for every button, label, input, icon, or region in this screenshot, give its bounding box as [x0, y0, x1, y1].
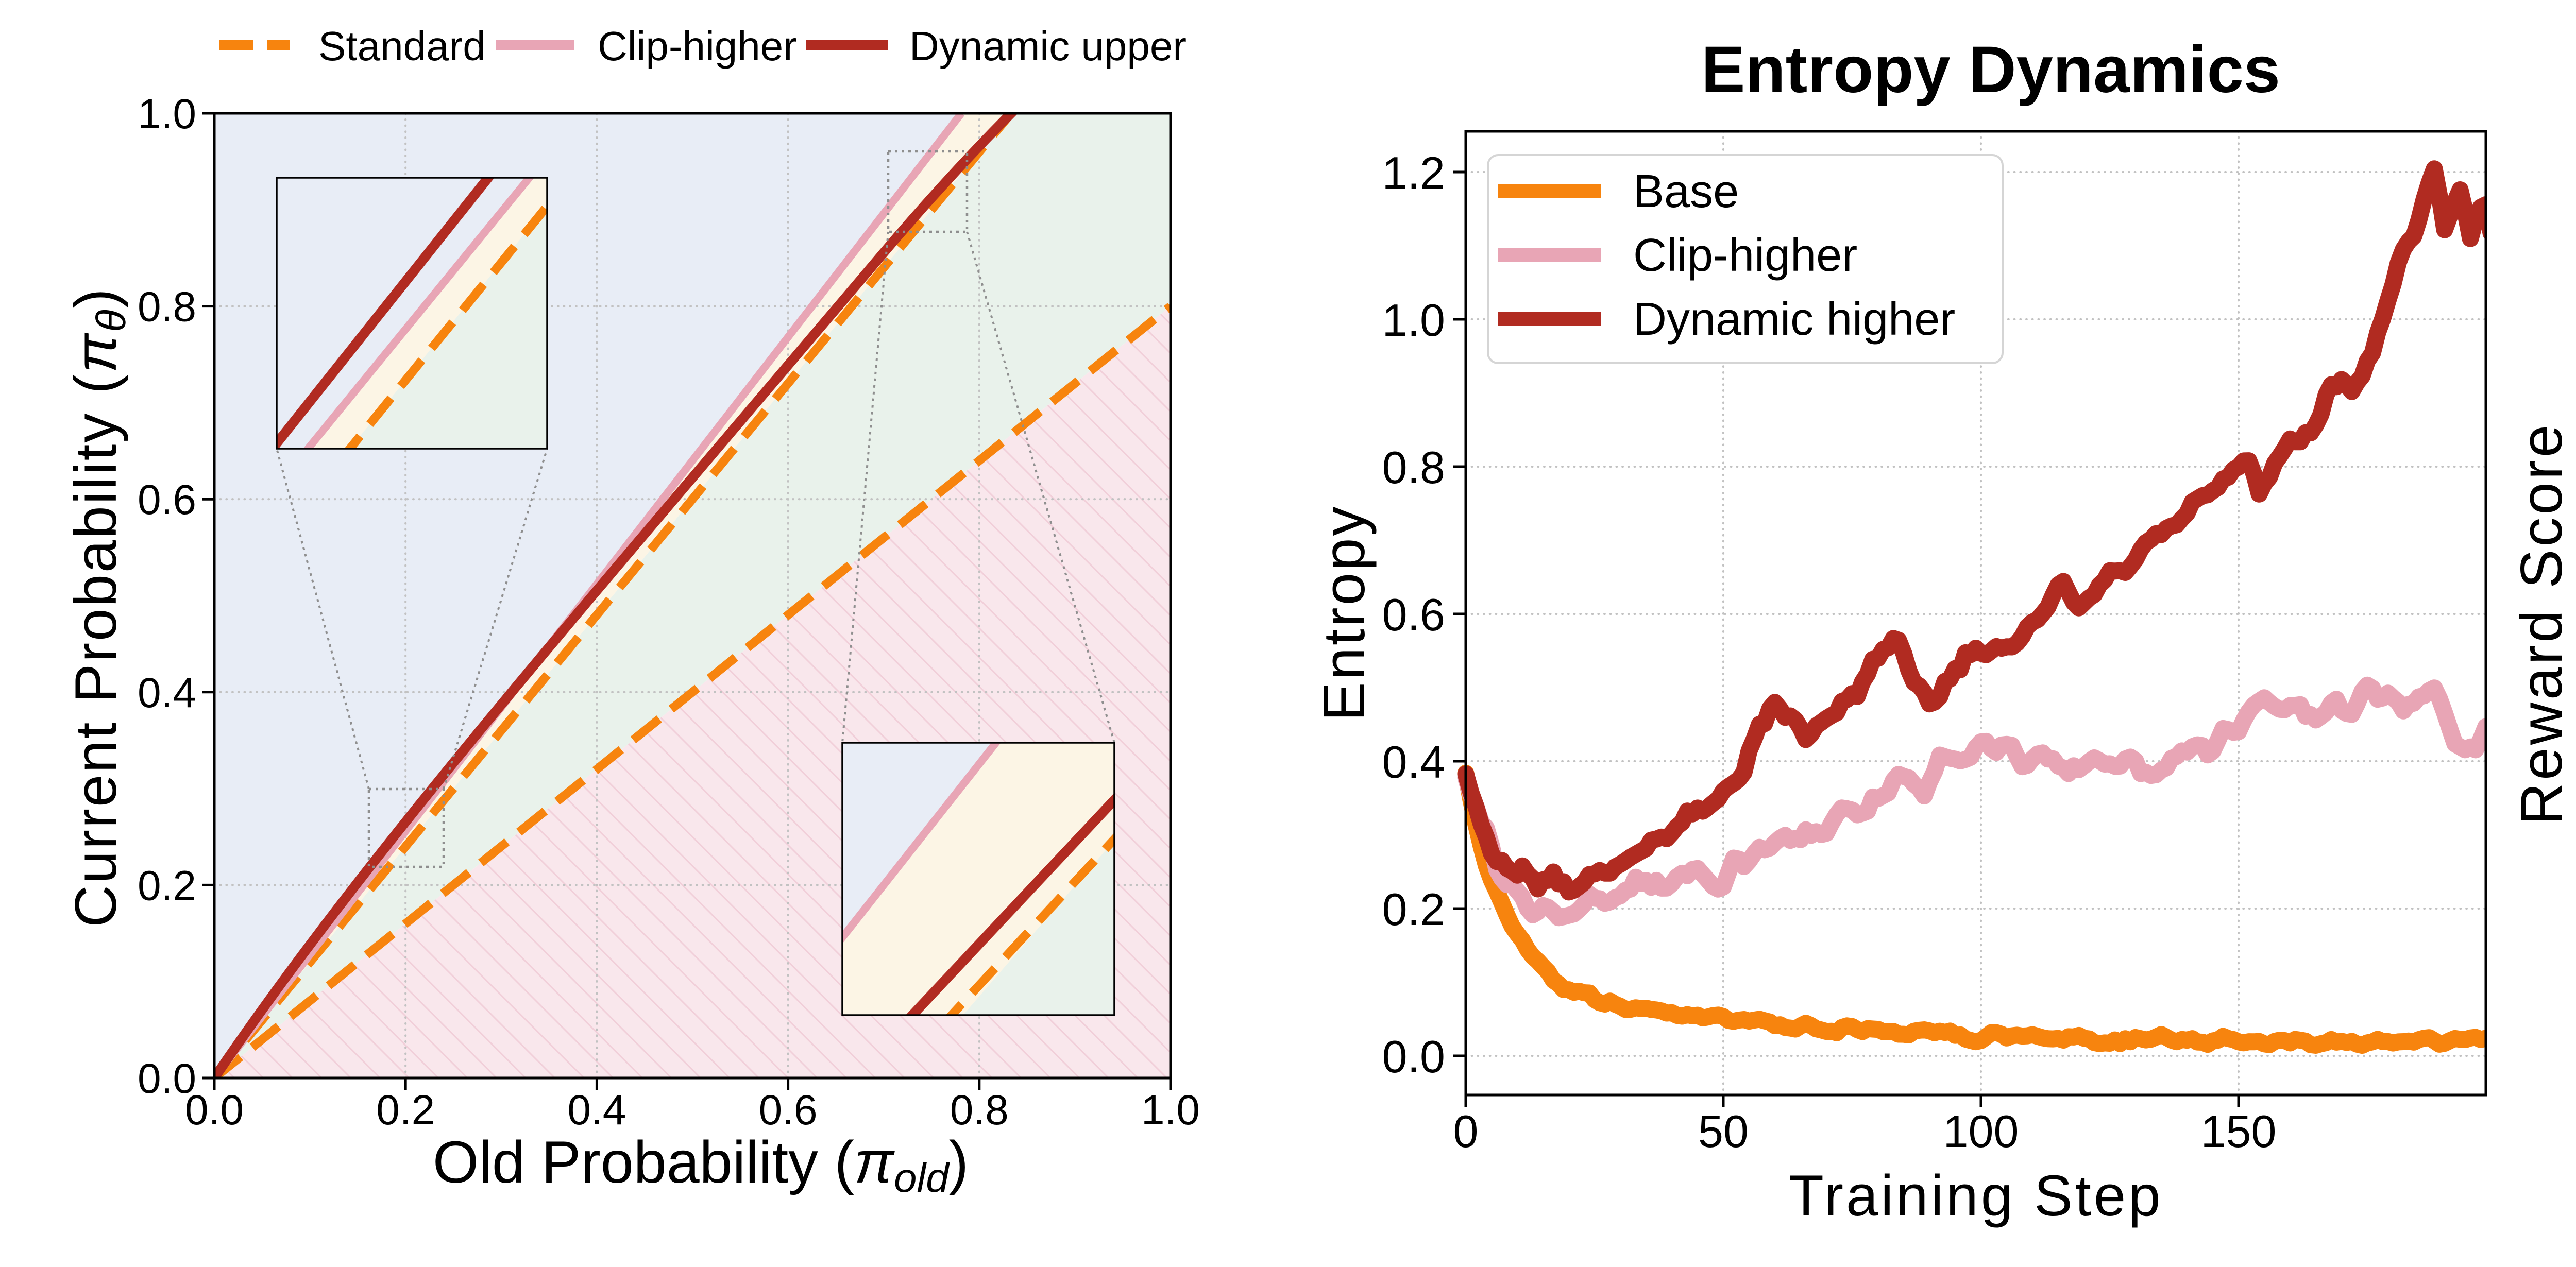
svg-text:0.0: 0.0 — [138, 1055, 196, 1102]
svg-text:0.6: 0.6 — [138, 476, 196, 523]
svg-text:Current Probability (πθ): Current Probability (πθ) — [63, 287, 134, 927]
svg-text:Entropy Dynamics: Entropy Dynamics — [1701, 33, 2280, 107]
svg-text:50: 50 — [1698, 1106, 1749, 1157]
svg-text:1.0: 1.0 — [1141, 1087, 1200, 1134]
svg-text:0.8: 0.8 — [138, 284, 196, 331]
svg-text:1.0: 1.0 — [138, 91, 196, 138]
svg-text:Dynamic higher: Dynamic higher — [1633, 294, 1955, 345]
svg-text:Dynamic upper: Dynamic upper — [909, 23, 1187, 69]
svg-text:0.4: 0.4 — [138, 670, 196, 716]
svg-text:Old Probability (πold): Old Probability (πold) — [433, 1129, 969, 1201]
svg-text:0.6: 0.6 — [759, 1087, 818, 1134]
svg-text:0.8: 0.8 — [950, 1087, 1009, 1134]
svg-text:0.2: 0.2 — [376, 1087, 435, 1134]
svg-text:1.2: 1.2 — [1382, 147, 1445, 198]
svg-text:0.0: 0.0 — [1382, 1031, 1445, 1082]
svg-text:Training Step: Training Step — [1789, 1163, 2163, 1228]
svg-text:150: 150 — [2201, 1106, 2277, 1157]
svg-text:0.4: 0.4 — [567, 1087, 626, 1134]
svg-text:0.2: 0.2 — [1382, 884, 1445, 935]
svg-text:Entropy: Entropy — [1312, 505, 1377, 722]
svg-text:Standard: Standard — [318, 23, 486, 69]
svg-text:0.8: 0.8 — [1382, 442, 1445, 493]
svg-text:0.6: 0.6 — [1382, 589, 1445, 640]
svg-text:0.4: 0.4 — [1382, 737, 1445, 787]
svg-text:0.2: 0.2 — [138, 862, 196, 909]
svg-text:Clip-higher: Clip-higher — [598, 23, 797, 69]
svg-text:Clip-higher: Clip-higher — [1633, 230, 1857, 281]
svg-text:0.0: 0.0 — [185, 1087, 244, 1134]
svg-text:0: 0 — [1453, 1106, 1479, 1157]
svg-text:Reward Score: Reward Score — [2509, 422, 2574, 825]
svg-text:100: 100 — [1943, 1106, 2019, 1157]
svg-text:1.0: 1.0 — [1382, 295, 1445, 346]
svg-text:Base: Base — [1633, 166, 1739, 217]
